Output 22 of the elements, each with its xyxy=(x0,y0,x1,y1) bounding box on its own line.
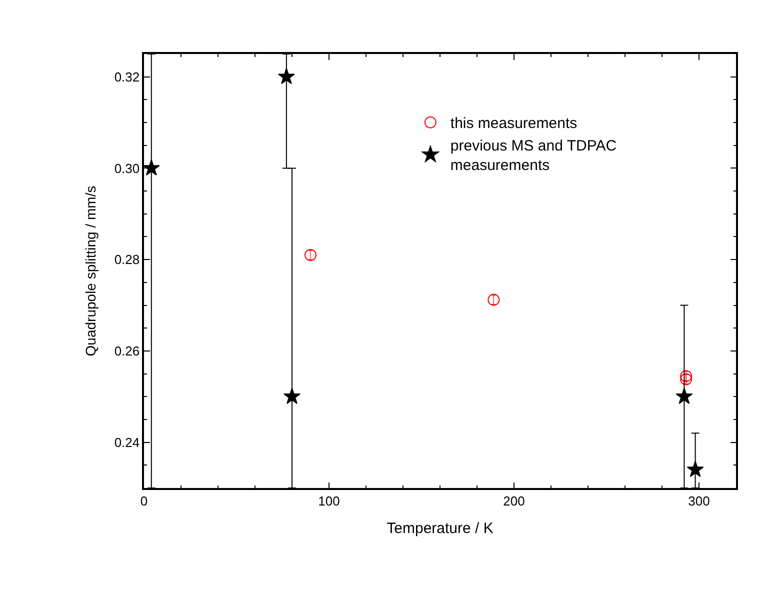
legend-label: this measurements xyxy=(450,115,578,132)
x-tick-label: 0 xyxy=(140,493,148,508)
point xyxy=(680,373,692,386)
point xyxy=(284,388,300,404)
point xyxy=(304,249,316,262)
point xyxy=(278,68,295,84)
point xyxy=(680,370,692,382)
x-tick-label: 200 xyxy=(503,493,525,508)
y-tick-label: 0.28 xyxy=(114,252,140,268)
y-tick-label: 0.32 xyxy=(114,69,140,84)
x-tick-label: 100 xyxy=(318,493,340,508)
legend-label: previous MS and TDPAC measurements xyxy=(450,138,617,174)
y-tick-label: 0.30 xyxy=(114,160,140,176)
point xyxy=(686,460,704,478)
point xyxy=(488,294,500,306)
y-tick-label: 0.26 xyxy=(114,344,140,358)
x-axis-title: Temperature / K xyxy=(386,520,494,537)
point xyxy=(676,388,693,404)
point xyxy=(144,159,160,176)
y-tick-label: 0.24 xyxy=(114,434,140,450)
x-tick-label: 300 xyxy=(688,493,710,508)
y-axis-title: Quadrupole splitting / mm/s xyxy=(82,186,98,356)
